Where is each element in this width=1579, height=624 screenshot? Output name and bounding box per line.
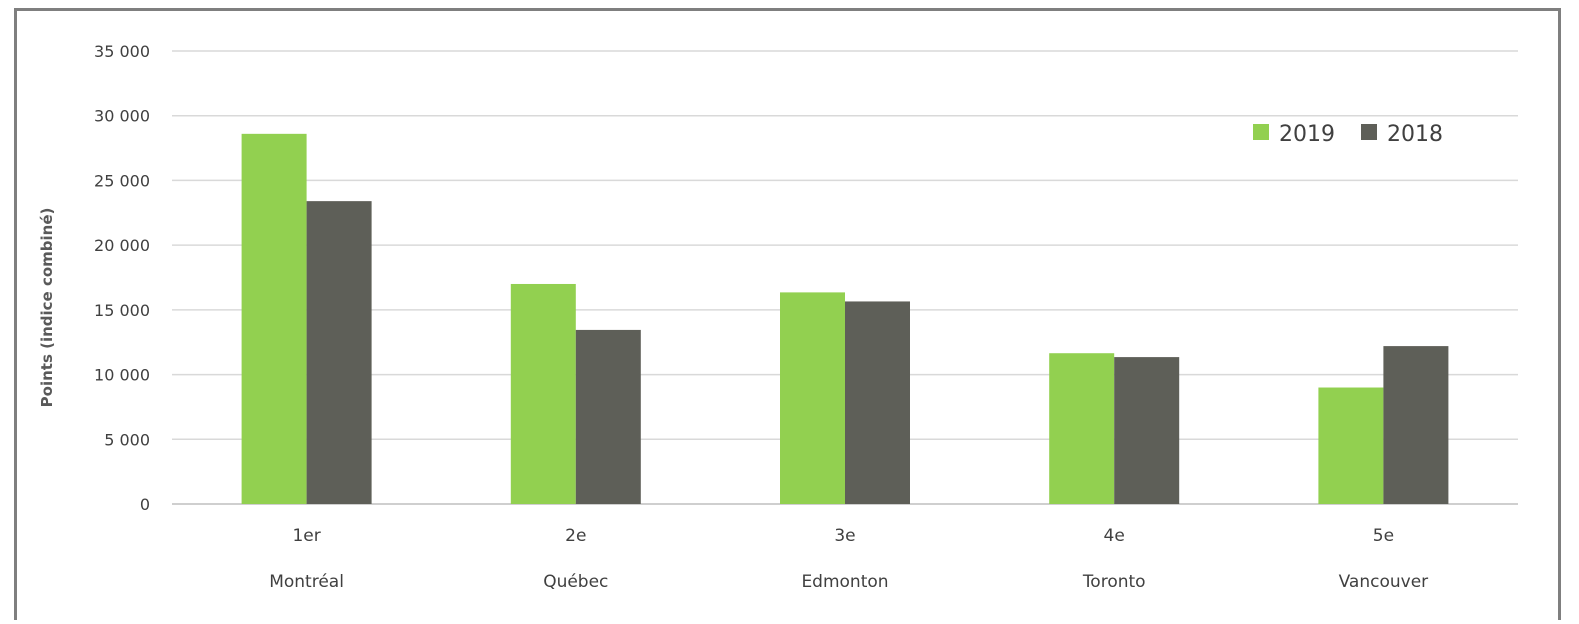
legend-label-2018: 2018 [1387,122,1443,147]
y-tick-label: 20 000 [94,236,150,255]
x-tick-rank: 1er [292,526,320,546]
bar-2018-vancouver [1383,346,1449,504]
x-tick-city: Edmonton [801,572,888,592]
bar-2019-edmonton [780,292,845,504]
y-tick-label: 15 000 [94,301,150,320]
legend-swatch-2018 [1361,124,1377,140]
chart-frame [14,8,1561,620]
bar-2018-québec [575,329,641,504]
y-tick-label: 30 000 [94,107,150,126]
x-tick-rank: 4e [1104,526,1125,546]
x-tick-city: Vancouver [1339,572,1429,592]
x-tick-city: Toronto [1082,572,1146,592]
bar-2019-montréal [241,133,307,504]
x-tick-city: Québec [543,572,608,592]
y-tick-label: 35 000 [94,42,150,61]
bar-2018-edmonton [845,301,910,504]
x-tick-rank: 5e [1373,526,1394,546]
y-tick-label: 10 000 [94,366,150,385]
y-tick-label: 25 000 [94,171,150,190]
legend-swatch-2019 [1253,124,1269,140]
legend-label-2019: 2019 [1279,122,1335,147]
x-tick-city: Montréal [269,572,344,592]
x-tick-rank: 2e [565,526,586,546]
x-tick-rank: 3e [834,526,855,546]
bar-2019-toronto [1049,353,1115,504]
bar-2018-montréal [306,201,372,504]
bar-2019-vancouver [1318,387,1384,504]
y-tick-label: 0 [140,495,150,514]
bar-2018-toronto [1114,357,1180,504]
y-tick-label: 5 000 [104,430,150,449]
bar-2019-québec [510,283,576,504]
y-axis-label: Points (indice combiné) [38,208,56,408]
